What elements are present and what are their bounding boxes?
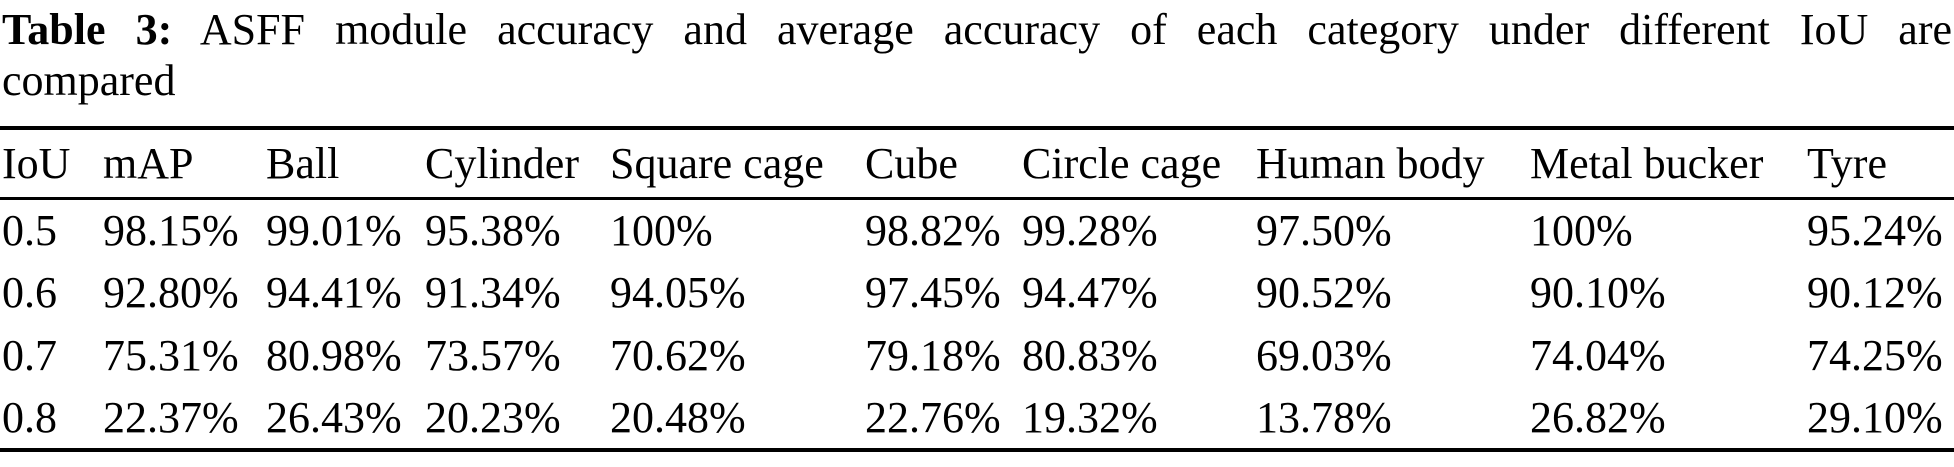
table-cell: 80.83% bbox=[1022, 331, 1158, 380]
table-cell: 26.43% bbox=[266, 393, 402, 442]
table-cell: 95.24% bbox=[1807, 205, 1943, 255]
column-header-iou: IoU bbox=[2, 138, 71, 188]
table-row: 0.5 98.15% 99.01% 95.38% 100% 98.82% 99.… bbox=[0, 198, 1954, 261]
column-header-circle-cage: Circle cage bbox=[1022, 138, 1222, 188]
column-header-tyre: Tyre bbox=[1807, 138, 1887, 188]
table-cell: 79.18% bbox=[865, 331, 1001, 380]
table-cell: 20.48% bbox=[610, 393, 746, 442]
table-row: 0.6 92.80% 94.41% 91.34% 94.05% 97.45% 9… bbox=[0, 261, 1954, 324]
iou-value-cell: 0.7 bbox=[2, 331, 57, 380]
table-cell: 22.37% bbox=[103, 393, 239, 442]
iou-value-cell: 0.6 bbox=[2, 268, 57, 317]
table-cell: 75.31% bbox=[103, 331, 239, 380]
iou-value-cell: 0.8 bbox=[2, 393, 57, 442]
column-header-map: mAP bbox=[103, 138, 194, 188]
table-cell: 99.28% bbox=[1022, 205, 1158, 255]
table-cell: 80.98% bbox=[266, 331, 402, 380]
table-cell: 20.23% bbox=[425, 393, 561, 442]
table-cell: 94.47% bbox=[1022, 268, 1158, 317]
table-caption-text: ASFF module accuracy and average accurac… bbox=[199, 5, 1953, 54]
table-cell: 74.25% bbox=[1807, 331, 1943, 380]
table-cell: 98.82% bbox=[865, 205, 1001, 255]
table-cell: 97.50% bbox=[1256, 205, 1392, 255]
column-header-metal-bucker: Metal bucker bbox=[1530, 138, 1764, 188]
table-cell: 73.57% bbox=[425, 331, 561, 380]
table-cell: 100% bbox=[610, 205, 713, 255]
table-caption-label: Table 3: bbox=[2, 5, 173, 54]
table-caption-line2: compared bbox=[2, 56, 176, 105]
table-cell: 100% bbox=[1530, 205, 1633, 255]
iou-value-cell: 0.5 bbox=[2, 205, 57, 255]
table-cell: 99.01% bbox=[266, 205, 402, 255]
table-cell: 90.12% bbox=[1807, 268, 1943, 317]
table-cell: 22.76% bbox=[865, 393, 1001, 442]
table-cell: 90.52% bbox=[1256, 268, 1392, 317]
table-cell: 91.34% bbox=[425, 268, 561, 317]
table-cell: 90.10% bbox=[1530, 268, 1666, 317]
table-cell: 92.80% bbox=[103, 268, 239, 317]
column-header-human-body: Human body bbox=[1256, 138, 1485, 188]
table-cell: 19.32% bbox=[1022, 393, 1158, 442]
table-cell: 29.10% bbox=[1807, 393, 1943, 442]
table-cell: 97.45% bbox=[865, 268, 1001, 317]
table-cell: 94.05% bbox=[610, 268, 746, 317]
header-row: IoU mAP Ball Cylinder Square cage Cube C… bbox=[0, 128, 1954, 198]
table-cell: 98.15% bbox=[103, 205, 239, 255]
table-row: 0.8 22.37% 26.43% 20.23% 20.48% 22.76% 1… bbox=[0, 387, 1954, 450]
column-header-cylinder: Cylinder bbox=[425, 138, 579, 188]
table-row: 0.7 75.31% 80.98% 73.57% 70.62% 79.18% 8… bbox=[0, 324, 1954, 387]
table-caption-line1: Table 3: ASFF module accuracy and averag… bbox=[2, 4, 1952, 55]
table-cell: 69.03% bbox=[1256, 331, 1392, 380]
table-cell: 95.38% bbox=[425, 205, 561, 255]
table-cell: 26.82% bbox=[1530, 393, 1666, 442]
results-table: IoU mAP Ball Cylinder Square cage Cube C… bbox=[0, 126, 1954, 452]
column-header-cube: Cube bbox=[865, 138, 958, 188]
table-cell: 74.04% bbox=[1530, 331, 1666, 380]
table-cell: 94.41% bbox=[266, 268, 402, 317]
column-header-square-cage: Square cage bbox=[610, 138, 824, 188]
table-cell: 13.78% bbox=[1256, 393, 1392, 442]
table-caption: Table 3: ASFF module accuracy and averag… bbox=[0, 0, 1954, 106]
column-header-ball: Ball bbox=[266, 138, 340, 188]
table-cell: 70.62% bbox=[610, 331, 746, 380]
